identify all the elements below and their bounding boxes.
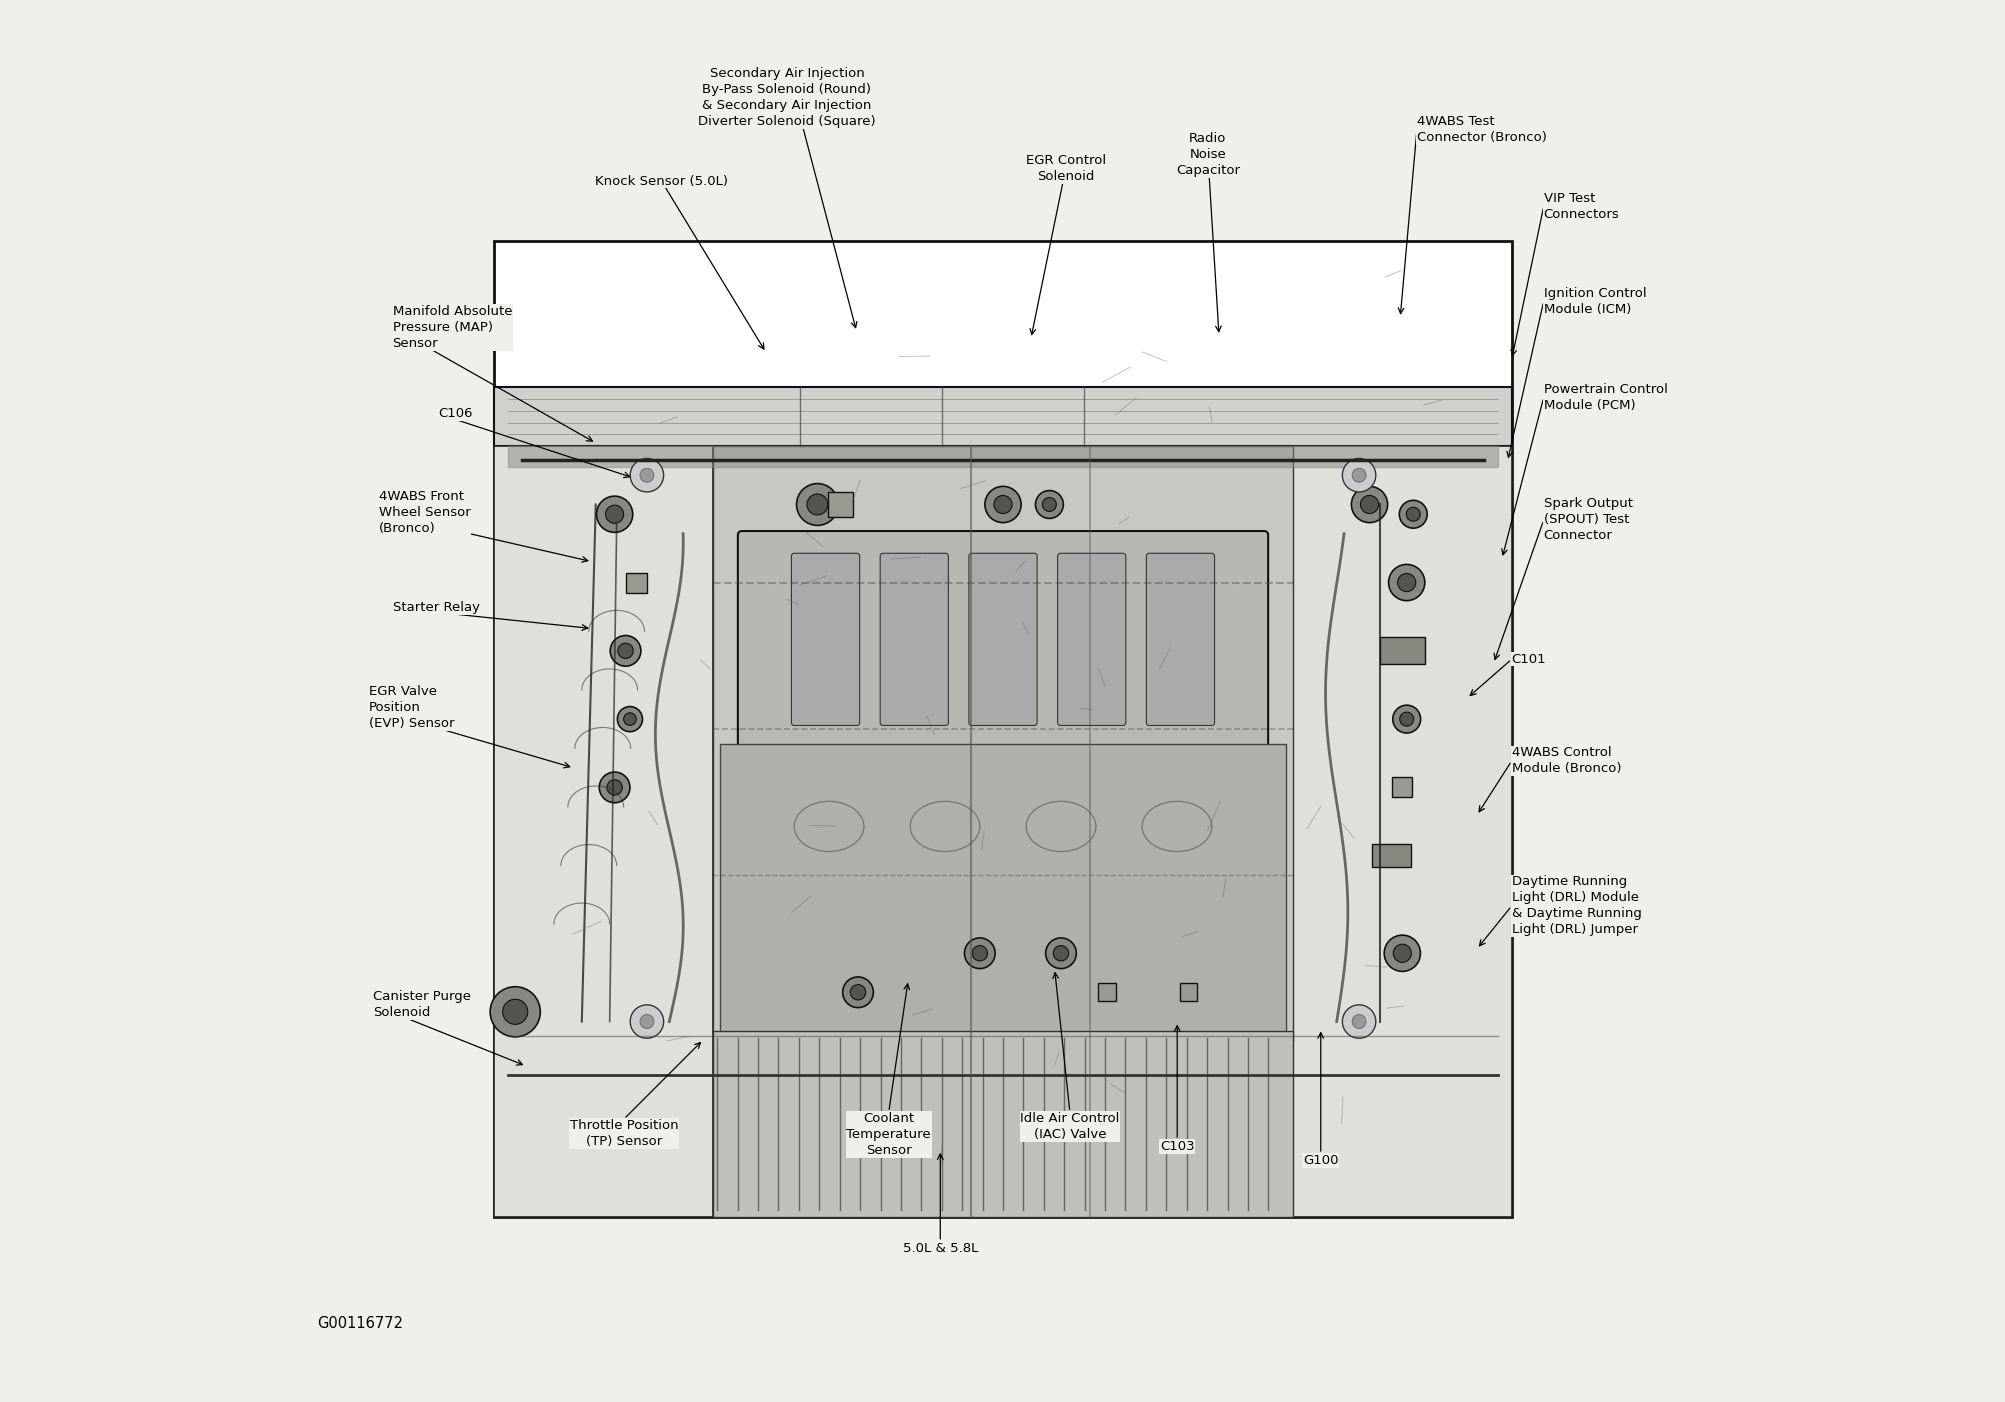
Circle shape xyxy=(640,468,654,482)
Bar xyxy=(493,241,1512,1217)
Circle shape xyxy=(608,780,622,795)
Bar xyxy=(1371,844,1410,868)
Circle shape xyxy=(640,1015,654,1029)
Bar xyxy=(493,387,1512,446)
FancyBboxPatch shape xyxy=(738,531,1267,747)
Circle shape xyxy=(984,486,1021,523)
Text: C103: C103 xyxy=(1159,1140,1193,1152)
Bar xyxy=(493,446,712,1217)
Text: 4WABS Front
Wheel Sensor
(Bronco): 4WABS Front Wheel Sensor (Bronco) xyxy=(379,491,469,536)
Circle shape xyxy=(1035,491,1063,519)
Circle shape xyxy=(1397,573,1416,592)
Circle shape xyxy=(606,505,624,523)
FancyBboxPatch shape xyxy=(792,554,860,725)
Circle shape xyxy=(1053,945,1069,960)
Text: Starter Relay: Starter Relay xyxy=(393,601,479,614)
Text: C101: C101 xyxy=(1512,653,1546,666)
Bar xyxy=(720,743,1285,1042)
Circle shape xyxy=(1351,1015,1365,1029)
Circle shape xyxy=(842,977,872,1008)
Text: 4WABS Test
Connector (Bronco): 4WABS Test Connector (Bronco) xyxy=(1416,115,1546,144)
Bar xyxy=(626,572,646,593)
Circle shape xyxy=(489,987,539,1037)
Circle shape xyxy=(850,984,866,1000)
Circle shape xyxy=(630,1005,664,1039)
Text: EGR Control
Solenoid: EGR Control Solenoid xyxy=(1025,154,1105,184)
Text: Coolant
Temperature
Sensor: Coolant Temperature Sensor xyxy=(846,1112,930,1157)
Text: Canister Purge
Solenoid: Canister Purge Solenoid xyxy=(373,990,471,1019)
Text: Daytime Running
Light (DRL) Module
& Daytime Running
Light (DRL) Jumper: Daytime Running Light (DRL) Module & Day… xyxy=(1512,875,1640,937)
Bar xyxy=(1179,983,1197,1001)
Bar xyxy=(1099,983,1115,1001)
Text: Idle Air Control
(IAC) Valve: Idle Air Control (IAC) Valve xyxy=(1021,1112,1119,1141)
FancyBboxPatch shape xyxy=(1145,554,1213,725)
Bar xyxy=(712,446,1293,1042)
Circle shape xyxy=(1393,944,1412,962)
Circle shape xyxy=(618,644,634,659)
Circle shape xyxy=(1045,938,1077,969)
Bar xyxy=(1391,777,1412,798)
Text: Knock Sensor (5.0L): Knock Sensor (5.0L) xyxy=(595,175,728,188)
Circle shape xyxy=(1406,508,1420,522)
Circle shape xyxy=(599,773,630,803)
FancyBboxPatch shape xyxy=(1057,554,1125,725)
Circle shape xyxy=(1387,565,1424,600)
Circle shape xyxy=(595,496,632,533)
Circle shape xyxy=(1341,1005,1375,1039)
Text: G100: G100 xyxy=(1303,1154,1337,1166)
Circle shape xyxy=(1383,935,1420,972)
Circle shape xyxy=(618,707,642,732)
Circle shape xyxy=(630,458,664,492)
Circle shape xyxy=(992,495,1013,513)
Text: G00116772: G00116772 xyxy=(317,1316,403,1330)
Bar xyxy=(712,1032,1293,1217)
Circle shape xyxy=(1341,458,1375,492)
Text: 4WABS Control
Module (Bronco): 4WABS Control Module (Bronco) xyxy=(1512,746,1620,775)
Text: 5.0L & 5.8L: 5.0L & 5.8L xyxy=(902,1242,978,1255)
Text: Powertrain Control
Module (PCM): Powertrain Control Module (PCM) xyxy=(1544,383,1666,412)
Circle shape xyxy=(806,494,828,515)
Text: EGR Valve
Position
(EVP) Sensor: EGR Valve Position (EVP) Sensor xyxy=(369,686,455,730)
Circle shape xyxy=(796,484,838,526)
Bar xyxy=(1293,446,1512,1217)
Bar xyxy=(1379,638,1424,665)
Circle shape xyxy=(1351,468,1365,482)
FancyBboxPatch shape xyxy=(880,554,948,725)
Circle shape xyxy=(1351,486,1387,523)
Text: Manifold Absolute
Pressure (MAP)
Sensor: Manifold Absolute Pressure (MAP) Sensor xyxy=(393,306,511,350)
Bar xyxy=(828,492,852,517)
Text: Throttle Position
(TP) Sensor: Throttle Position (TP) Sensor xyxy=(569,1119,678,1148)
Text: Ignition Control
Module (ICM): Ignition Control Module (ICM) xyxy=(1544,286,1646,315)
Circle shape xyxy=(610,635,640,666)
Text: Secondary Air Injection
By-Pass Solenoid (Round)
& Secondary Air Injection
Diver: Secondary Air Injection By-Pass Solenoid… xyxy=(698,67,876,128)
Circle shape xyxy=(972,945,986,960)
FancyBboxPatch shape xyxy=(968,554,1037,725)
Text: Spark Output
(SPOUT) Test
Connector: Spark Output (SPOUT) Test Connector xyxy=(1544,498,1632,543)
Text: VIP Test
Connectors: VIP Test Connectors xyxy=(1544,192,1618,220)
Text: C106: C106 xyxy=(439,408,473,421)
Circle shape xyxy=(624,712,636,725)
Circle shape xyxy=(1043,498,1057,512)
Circle shape xyxy=(964,938,994,969)
Circle shape xyxy=(1399,501,1426,529)
Circle shape xyxy=(1399,712,1414,726)
Circle shape xyxy=(1359,495,1377,513)
Text: Radio
Noise
Capacitor: Radio Noise Capacitor xyxy=(1175,132,1239,177)
Circle shape xyxy=(503,1000,527,1025)
Circle shape xyxy=(1391,705,1420,733)
